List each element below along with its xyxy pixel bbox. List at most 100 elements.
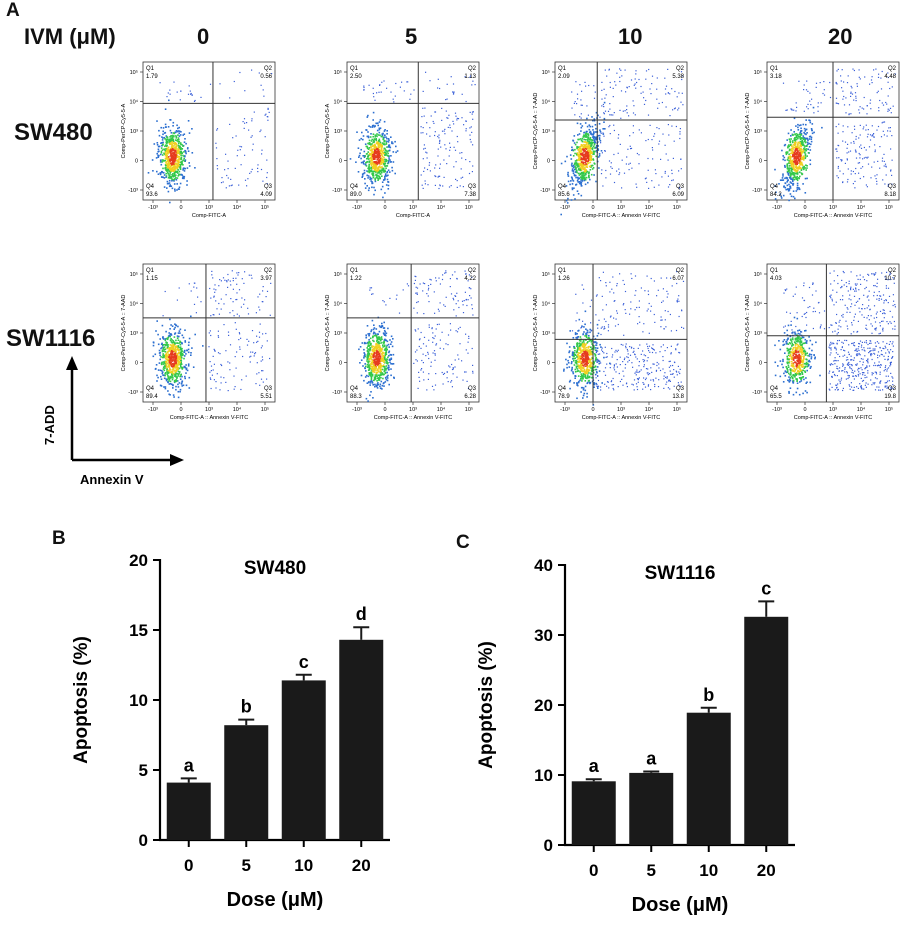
event-dot bbox=[167, 140, 169, 143]
event-dot bbox=[472, 372, 474, 374]
event-dot bbox=[380, 342, 383, 344]
event-dot bbox=[792, 150, 794, 152]
q2-value: 3.97 bbox=[260, 276, 272, 282]
event-dot bbox=[181, 375, 183, 378]
event-dot bbox=[804, 157, 807, 160]
event-dot bbox=[423, 144, 425, 146]
event-dot bbox=[173, 154, 176, 156]
event-dot bbox=[169, 155, 172, 157]
event-dot bbox=[677, 109, 679, 111]
event-dot bbox=[422, 362, 424, 364]
event-dot bbox=[472, 80, 474, 82]
event-dot bbox=[888, 109, 890, 111]
event-dot bbox=[166, 351, 169, 353]
event-dot bbox=[170, 341, 173, 343]
event-dot bbox=[806, 106, 808, 108]
event-dot bbox=[194, 99, 196, 102]
event-dot bbox=[377, 342, 380, 344]
event-dot bbox=[379, 144, 381, 146]
event-dot bbox=[372, 328, 375, 331]
event-dot bbox=[446, 371, 448, 373]
event-dot bbox=[179, 168, 182, 170]
event-dot bbox=[593, 153, 595, 155]
event-dot bbox=[192, 366, 195, 368]
q1-value: 3.18 bbox=[770, 74, 782, 80]
event-dot bbox=[166, 359, 168, 362]
event-dot bbox=[231, 184, 233, 186]
event-dot bbox=[585, 173, 587, 176]
event-dot bbox=[170, 352, 172, 355]
event-dot bbox=[573, 102, 575, 104]
event-dot bbox=[164, 387, 167, 390]
event-dot bbox=[377, 362, 380, 365]
event-dot bbox=[172, 136, 175, 138]
event-dot bbox=[390, 136, 392, 138]
event-dot bbox=[464, 76, 466, 78]
event-dot bbox=[377, 134, 380, 136]
event-dot bbox=[163, 136, 166, 139]
event-dot bbox=[374, 180, 377, 183]
event-dot bbox=[161, 372, 164, 375]
event-dot bbox=[431, 385, 434, 387]
q3-name: Q3 bbox=[888, 184, 897, 190]
event-dot bbox=[265, 113, 267, 115]
event-dot bbox=[374, 375, 377, 378]
event-dot bbox=[681, 92, 683, 94]
event-dot bbox=[418, 345, 420, 348]
event-dot bbox=[163, 346, 166, 348]
event-dot bbox=[595, 127, 597, 130]
event-dot bbox=[367, 352, 369, 355]
event-dot bbox=[163, 356, 165, 359]
event-dot bbox=[680, 101, 682, 103]
event-dot bbox=[169, 143, 171, 146]
event-dot bbox=[617, 152, 619, 154]
event-dot bbox=[672, 157, 674, 159]
event-dot bbox=[174, 360, 177, 362]
event-dot bbox=[361, 342, 364, 344]
event-dot bbox=[177, 355, 179, 358]
event-dot bbox=[369, 347, 371, 349]
event-dot bbox=[386, 363, 389, 365]
event-dot bbox=[581, 167, 583, 170]
event-dot bbox=[793, 175, 796, 177]
event-dot bbox=[174, 347, 177, 349]
event-dot bbox=[226, 280, 228, 282]
event-dot bbox=[661, 101, 663, 104]
event-dot bbox=[790, 178, 792, 180]
event-dot bbox=[228, 334, 230, 336]
event-dot bbox=[379, 159, 381, 162]
event-dot bbox=[370, 357, 372, 360]
event-dot bbox=[465, 349, 467, 351]
event-dot bbox=[171, 157, 173, 160]
event-dot bbox=[244, 299, 246, 301]
event-dot bbox=[167, 369, 169, 372]
event-dot bbox=[366, 363, 369, 366]
event-dot bbox=[849, 150, 852, 152]
event-dot bbox=[381, 359, 384, 362]
y-tick-label: 10⁴ bbox=[754, 99, 763, 106]
event-dot bbox=[378, 375, 381, 377]
event-dot bbox=[835, 97, 838, 99]
dose-header-20: 20 bbox=[828, 24, 853, 49]
q4-name: Q4 bbox=[558, 184, 567, 190]
event-dot bbox=[451, 130, 453, 132]
event-dot bbox=[582, 158, 585, 161]
event-dot bbox=[176, 91, 178, 93]
event-dot bbox=[795, 171, 798, 173]
event-dot bbox=[783, 186, 785, 188]
event-dot bbox=[378, 377, 380, 379]
event-dot bbox=[371, 148, 373, 151]
event-dot bbox=[577, 168, 580, 170]
event-dot bbox=[162, 366, 165, 368]
event-dot bbox=[172, 387, 174, 389]
event-dot bbox=[177, 375, 179, 377]
event-dot bbox=[386, 344, 388, 347]
event-dot bbox=[169, 149, 172, 152]
event-dot bbox=[453, 166, 455, 168]
event-dot bbox=[619, 68, 621, 70]
event-dot bbox=[240, 388, 242, 391]
event-dot bbox=[464, 371, 466, 373]
event-dot bbox=[171, 371, 174, 374]
event-dot bbox=[368, 345, 370, 347]
event-dot bbox=[376, 374, 378, 376]
